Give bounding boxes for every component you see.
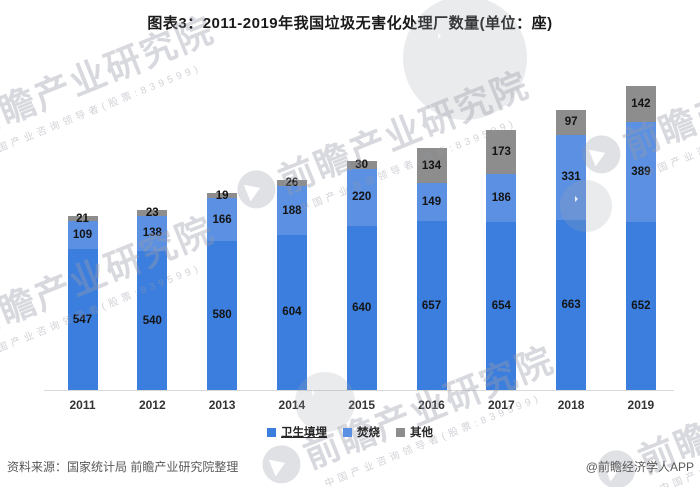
bar-value-label: 21 (76, 212, 89, 225)
bar-value-label: 663 (561, 298, 581, 311)
bar-value-label: 109 (72, 229, 93, 242)
x-axis-tick-label: 2014 (278, 398, 306, 412)
x-axis-tick-label: 2013 (208, 398, 236, 412)
source-note: 资料来源：国家统计局 前瞻产业研究院整理 (7, 460, 239, 474)
bar-value-label: 142 (631, 98, 651, 111)
legend-swatch (343, 427, 352, 437)
bar-segment (207, 198, 238, 241)
bar-segment (486, 221, 517, 390)
legend-label: 卫生填埋 (281, 427, 327, 439)
bar-value-label: 23 (145, 206, 159, 219)
bar-segment (207, 240, 238, 390)
bar-value-label: 547 (72, 313, 93, 326)
bar-segment (137, 215, 168, 252)
chart-title: 图表3：2011-2019年我国垃圾无害化处理厂数量(单位：座) (147, 15, 553, 32)
bar-segment (416, 182, 447, 222)
bar-value-label: 97 (564, 116, 578, 129)
x-axis-tick-label: 2017 (487, 398, 515, 412)
legend-label: 其他 (410, 427, 433, 439)
legend-item: 焚烧 (343, 424, 380, 440)
bar-value-label: 149 (421, 196, 442, 208)
bar-segment (556, 219, 587, 390)
credit-note: @前瞻经济学人APP (585, 460, 694, 474)
x-axis-tick-label: 2016 (418, 398, 445, 412)
bar-value-label: 652 (631, 300, 651, 313)
bar-segment (346, 168, 377, 226)
bar-segment (556, 109, 587, 135)
bar-value-label: 640 (352, 301, 372, 314)
bar-value-label: 30 (355, 159, 369, 172)
bar-segment (625, 85, 656, 123)
bar-segment (416, 148, 447, 183)
footer: 资料来源：国家统计局 前瞻产业研究院整理 @前瞻经济学人APP (0, 455, 700, 479)
bar-value-label: 138 (142, 227, 162, 240)
x-axis-tick-label: 2018 (557, 398, 585, 412)
bar-value-label: 186 (491, 192, 511, 205)
x-axis-tick-label: 2019 (627, 398, 655, 412)
bar-value-label: 26 (285, 177, 299, 190)
bar-segment (625, 222, 656, 390)
bar-segment (276, 234, 307, 390)
bar-value-label: 604 (282, 306, 302, 319)
legend-item: 其他 (396, 424, 433, 440)
bar-value-label: 188 (282, 204, 302, 217)
x-axis-tick-label: 2015 (348, 398, 376, 412)
legend-swatch (267, 427, 276, 437)
x-axis-tick-label: 2012 (138, 398, 166, 412)
bar-value-label: 166 (212, 213, 232, 226)
legend-swatch (396, 427, 405, 437)
bar-value-label: 331 (561, 171, 581, 184)
bar-value-label: 173 (491, 145, 511, 158)
bar-segment (207, 193, 238, 199)
bar-segment (276, 186, 307, 235)
bar-segment (346, 161, 377, 169)
bar-value-label: 220 (352, 191, 372, 204)
bar-segment (625, 122, 656, 223)
bar-segment (67, 249, 98, 390)
bar-segment (416, 221, 447, 390)
x-axis-line (44, 390, 674, 391)
bar-value-label: 654 (491, 299, 511, 312)
bar-segment (137, 209, 168, 216)
bar-segment (67, 216, 98, 222)
legend: 卫生填埋 焚烧 其他 (0, 424, 700, 440)
bar-value-label: 540 (142, 314, 162, 327)
legend-label: 焚烧 (357, 427, 380, 439)
bar-value-label: 134 (421, 159, 442, 172)
bar-segment (556, 134, 587, 220)
x-axis-tick-label: 2011 (69, 398, 96, 412)
bar-segment (486, 174, 517, 222)
bar-segment (137, 251, 168, 390)
bar-value-label: 657 (421, 299, 442, 312)
bar-segment (67, 221, 98, 250)
bar-segment (346, 225, 377, 390)
bar-value-label: 19 (215, 189, 229, 202)
bar-segment (486, 129, 517, 175)
bar-value-label: 389 (631, 166, 651, 179)
bar-segment (276, 179, 307, 187)
bar-value-label: 580 (212, 309, 232, 322)
legend-item: 卫生填埋 (267, 424, 327, 440)
